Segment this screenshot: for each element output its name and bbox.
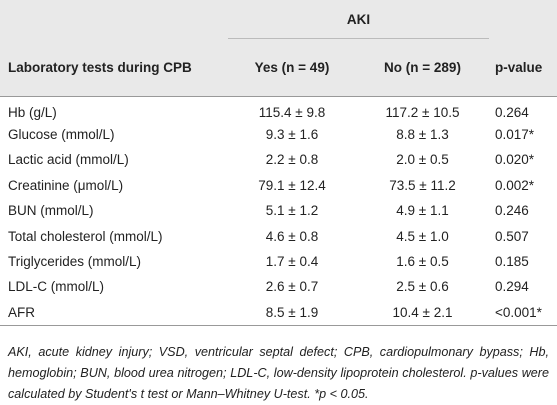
- table-cell: 0.246: [495, 203, 529, 219]
- table-row: Lactic acid (mmol/L) 2.2 ± 0.8 2.0 ± 0.5 0.…: [0, 147, 557, 172]
- table-cell: 2.5 ± 0.6: [396, 279, 449, 295]
- table-row: Triglycerides (mmol/L) 1.7 ± 0.4 1.6 ± 0.5…: [0, 249, 557, 274]
- table-cell: 2.2 ± 0.8: [265, 152, 319, 168]
- table-cell: 0.294: [495, 279, 529, 295]
- table-cell: 0.017*: [495, 127, 535, 143]
- table-row: Total cholesterol (mmol/L) 4.6 ± 0.8 4.5 ±…: [0, 223, 557, 248]
- table-cell: 79.1 ± 12.4: [258, 177, 326, 193]
- table-cell: 2.0 ± 0.5: [396, 152, 449, 168]
- table-row: AFR 8.5 ± 1.9 10.4 ± 2.1 <0.001*: [0, 300, 557, 325]
- table-row: BUN (mmol/L) 5.1 ± 1.2 4.9 ± 1.1 0.246: [0, 198, 557, 223]
- table-row: Hb (g/L) 115.4 ± 9.8 117.2 ± 10.5 0.264: [0, 97, 557, 122]
- table-cell: 2.6 ± 0.7: [265, 279, 319, 295]
- table-cell: 0.264: [495, 104, 529, 120]
- data-table: AKI Laboratory tests during CPB Yes (n = …: [0, 0, 557, 334]
- table-cell: LDL-C (mmol/L): [8, 279, 105, 295]
- table-cell: BUN (mmol/L): [8, 203, 94, 219]
- table-cell: Creatinine (μmol/L): [8, 177, 124, 193]
- table-cell: 9.3 ± 1.6: [265, 127, 319, 143]
- column-header: Laboratory tests during CPB: [8, 59, 192, 75]
- table-cell: Lactic acid (mmol/L): [8, 152, 129, 168]
- table-row: Creatinine (μmol/L) 79.1 ± 12.4 73.5 ± 11.…: [0, 173, 557, 198]
- table-cell: 73.5 ± 11.2: [389, 177, 456, 193]
- table-cell: Hb (g/L): [8, 104, 57, 120]
- table-cell: 4.5 ± 1.0: [396, 228, 449, 244]
- table-cell: Triglycerides (mmol/L): [8, 254, 142, 270]
- table-cell: 0.185: [495, 254, 529, 270]
- table-cell: 4.6 ± 0.8: [265, 228, 319, 244]
- table-cell: 0.002*: [495, 177, 535, 193]
- table-row: LDL-C (mmol/L) 2.6 ± 0.7 2.5 ± 0.6 0.294: [0, 274, 557, 299]
- table-cell: 10.4 ± 2.1: [392, 304, 453, 320]
- table-cell: AFR: [8, 304, 35, 320]
- table-cell: 117.2 ± 10.5: [385, 104, 460, 120]
- table-cell: Glucose (mmol/L): [8, 127, 115, 143]
- table-cell: 4.9 ± 1.1: [396, 203, 449, 219]
- table-cell: 1.7 ± 0.4: [265, 254, 319, 270]
- table-cell: 0.507: [495, 228, 529, 244]
- table-cell: 115.4 ± 9.8: [258, 104, 326, 120]
- table-row: Glucose (mmol/L) 9.3 ± 1.6 8.8 ± 1.3 0.017*: [0, 122, 557, 147]
- table-cell: Total cholesterol (mmol/L): [8, 228, 163, 244]
- group-header: AKI: [228, 0, 489, 39]
- table-cell: 0.020*: [495, 152, 535, 168]
- table-cell: <0.001*: [495, 304, 542, 320]
- table-cell: 8.8 ± 1.3: [396, 127, 449, 143]
- table-cell: 5.1 ± 1.2: [265, 203, 319, 219]
- column-header: No (n = 289): [384, 60, 461, 75]
- table-cell: 8.5 ± 1.9: [265, 304, 319, 320]
- table-cell: 1.6 ± 0.5: [396, 254, 449, 270]
- column-header: Yes (n = 49): [254, 60, 330, 75]
- footnote: AKI, acute kidney injury; VSD, ventricul…: [8, 344, 549, 401]
- header-row: Laboratory tests during CPB Yes (n = 49) N…: [0, 38, 557, 97]
- column-header: p-value: [495, 59, 543, 75]
